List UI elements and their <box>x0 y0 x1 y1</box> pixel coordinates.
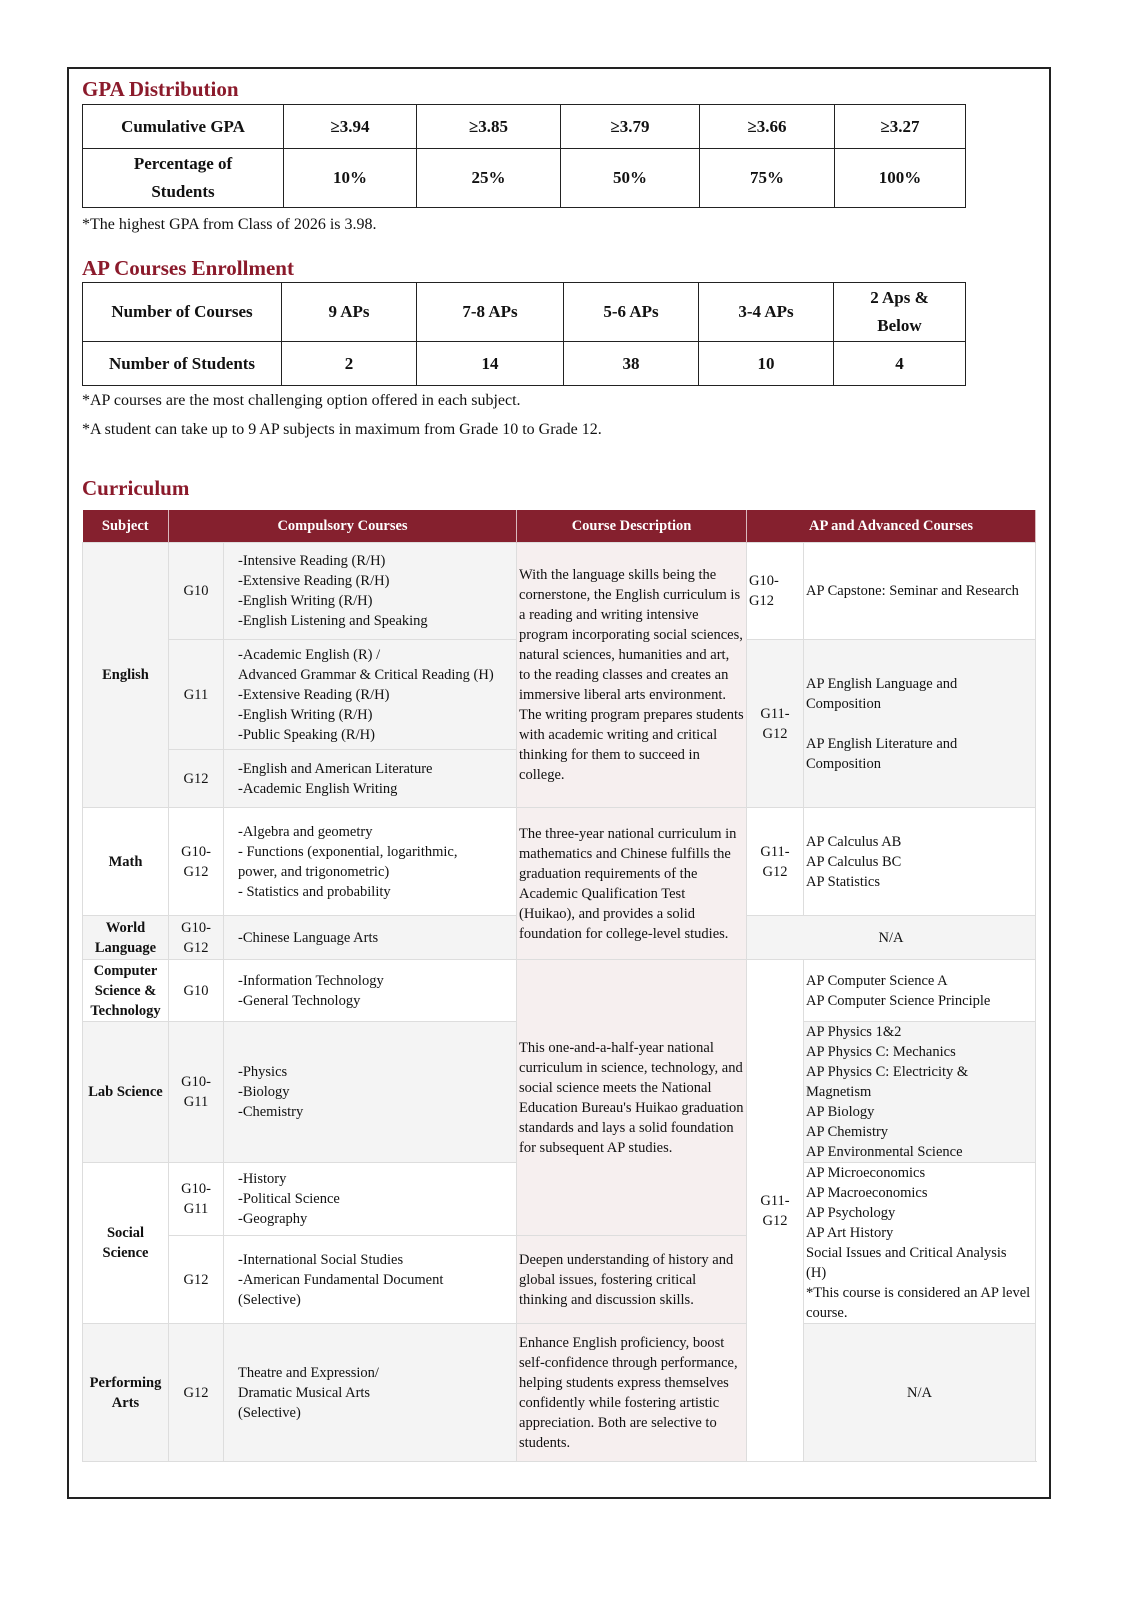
courses-cell: -Algebra and geometry - Functions (expon… <box>222 807 518 916</box>
table-row: G12 -English and American Literature -Ac… <box>83 749 1036 808</box>
subject-lab-science: Lab Science <box>82 1021 169 1163</box>
ap-row: Number of Students 2 14 38 10 4 <box>82 341 966 386</box>
subject-performing-arts: Performing Arts <box>82 1323 169 1462</box>
grade-cell: G11 <box>168 639 224 750</box>
ap-note: *AP courses are the most challenging opt… <box>82 392 521 409</box>
gpa-row: Percentage of Students 10% 25% 50% 75% 1… <box>82 148 966 208</box>
gpa-cell: ≥3.85 <box>416 104 561 149</box>
curriculum-header-row: Subject Compulsory Courses Course Descri… <box>82 510 1037 543</box>
ap-courses-cell: AP English Language and Composition AP E… <box>803 639 1037 808</box>
courses-cell: -Intensive Reading (R/H) -Extensive Read… <box>222 542 518 640</box>
gpa-cell: ≥3.79 <box>560 104 700 149</box>
ap-courses-cell: AP Capstone: Seminar and Research <box>803 542 1037 640</box>
table-row: Lab Science G10- G11 -Physics -Biology -… <box>82 1021 1037 1163</box>
ap-header: Number of Courses <box>82 282 282 342</box>
gpa-cell: ≥3.94 <box>283 104 417 149</box>
header-description: Course Description <box>516 510 748 543</box>
gpa-title: GPA Distribution <box>82 77 239 101</box>
ap-cell: 10 <box>698 341 834 386</box>
ap-courses-cell: N/A <box>803 1323 1037 1462</box>
grade-cell: G10 <box>168 959 224 1022</box>
grade-cell: G10- G12 <box>168 915 224 960</box>
courses-cell: -Information Technology -General Technol… <box>222 959 518 1022</box>
subject-math: Math <box>82 807 169 916</box>
gpa-table: Cumulative GPA ≥3.94 ≥3.85 ≥3.79 ≥3.66 ≥… <box>82 104 966 208</box>
curriculum-title: Curriculum <box>82 476 190 500</box>
table-row: World Language G10- G12 -Chinese Languag… <box>82 915 1037 960</box>
ap-cell: 4 <box>833 341 966 386</box>
subject-social-science: Social Science <box>82 1162 169 1324</box>
header-compulsory: Compulsory Courses <box>168 510 518 543</box>
gpa-row: Cumulative GPA ≥3.94 ≥3.85 ≥3.79 ≥3.66 ≥… <box>82 104 966 149</box>
gpa-cell: 10% <box>283 148 417 208</box>
ap-cell: 9 APs <box>281 282 417 342</box>
table-row: Performing Arts G12 Theatre and Expressi… <box>82 1323 1037 1462</box>
page-frame <box>67 67 1051 1499</box>
ap-cell: 7-8 APs <box>416 282 564 342</box>
description-cell: Enhance English proficiency, boost self-… <box>516 1323 748 1462</box>
gpa-cell: ≥3.66 <box>699 104 835 149</box>
table-row: G12 -International Social Studies -Ameri… <box>83 1235 1036 1324</box>
courses-cell: -Chinese Language Arts <box>222 915 518 960</box>
gpa-cell: 50% <box>560 148 700 208</box>
gpa-header: Percentage of Students <box>82 148 284 208</box>
description-cell: This one-and-a-half-year national curric… <box>516 958 748 1237</box>
gpa-cell: 100% <box>834 148 966 208</box>
grade-cell: G10- G12 <box>168 807 224 916</box>
ap-courses-cell: AP Physics 1&2 AP Physics C: Mechanics A… <box>803 1021 1037 1163</box>
gpa-cell: 75% <box>699 148 835 208</box>
ap-cell: 14 <box>416 341 564 386</box>
gpa-cell: 25% <box>416 148 561 208</box>
table-row: English G10 -Intensive Reading (R/H) -Ex… <box>82 542 1037 808</box>
description-cell: Deepen understanding of history and glob… <box>516 1235 748 1324</box>
ap-note: *A student can take up to 9 AP subjects … <box>82 421 602 438</box>
courses-cell: Theatre and Expression/ Dramatic Musical… <box>222 1323 518 1462</box>
gpa-cell: ≥3.27 <box>834 104 966 149</box>
courses-cell: -History -Political Science -Geography <box>222 1161 518 1237</box>
grade-cell: G10 <box>168 542 224 640</box>
table-row: G11 -Academic English (R) / Advanced Gra… <box>83 639 1037 808</box>
subject-english: English <box>82 542 169 808</box>
table-row: Computer Science & Technology G10 -Infor… <box>82 958 1037 1462</box>
description-cell: With the language skills being the corne… <box>516 542 748 808</box>
ap-cell: 2 <box>281 341 417 386</box>
ap-courses-cell: N/A <box>746 915 1037 960</box>
ap-header: Number of Students <box>82 341 282 386</box>
ap-courses-cell: AP Calculus AB AP Calculus BC AP Statist… <box>803 807 1037 916</box>
subject-computer-science: Computer Science & Technology <box>82 959 169 1022</box>
ap-grade-cell: G10- G12 <box>746 542 805 640</box>
description-cell: The three-year national curriculum in ma… <box>516 807 748 960</box>
gpa-note: *The highest GPA from Class of 2026 is 3… <box>82 216 377 233</box>
ap-cell: 3-4 APs <box>698 282 834 342</box>
ap-cell: 38 <box>563 341 699 386</box>
ap-courses-cell: AP Computer Science A AP Computer Scienc… <box>803 959 1037 1022</box>
ap-grade-cell: G11- G12 <box>746 807 805 916</box>
ap-title: AP Courses Enrollment <box>82 256 294 280</box>
ap-courses-cell: AP Microeconomics AP Macroeconomics AP P… <box>803 1162 1037 1324</box>
grade-cell: G10- G11 <box>168 1161 224 1237</box>
gpa-header: Cumulative GPA <box>82 104 284 149</box>
grade-cell: G12 <box>168 749 224 808</box>
ap-grade-cell: G11- G12 <box>746 639 805 808</box>
ap-grade-cell: G11- G12 <box>746 959 805 1462</box>
ap-cell: 2 Aps & Below <box>833 282 966 342</box>
table-row: Social Science G10- G11 -History -Politi… <box>82 1161 1037 1324</box>
grade-cell: G12 <box>168 1235 224 1324</box>
header-ap: AP and Advanced Courses <box>746 510 1037 543</box>
ap-table: Number of Courses 9 APs 7-8 APs 5-6 APs … <box>82 282 966 386</box>
table-row: Math G10- G12 -Algebra and geometry - Fu… <box>82 807 1037 960</box>
ap-row: Number of Courses 9 APs 7-8 APs 5-6 APs … <box>82 282 966 342</box>
courses-cell: -English and American Literature -Academ… <box>222 749 518 808</box>
grade-cell: G12 <box>168 1323 224 1462</box>
grade-cell: G10- G11 <box>168 1021 224 1163</box>
courses-cell: -Academic English (R) / Advanced Grammar… <box>222 639 518 750</box>
courses-cell: -International Social Studies -American … <box>222 1235 518 1324</box>
courses-cell: -Physics -Biology -Chemistry <box>222 1021 518 1163</box>
ap-cell: 5-6 APs <box>563 282 699 342</box>
curriculum-table: Subject Compulsory Courses Course Descri… <box>82 510 1037 1462</box>
header-subject: Subject <box>82 510 169 543</box>
subject-world-language: World Language <box>82 915 169 960</box>
